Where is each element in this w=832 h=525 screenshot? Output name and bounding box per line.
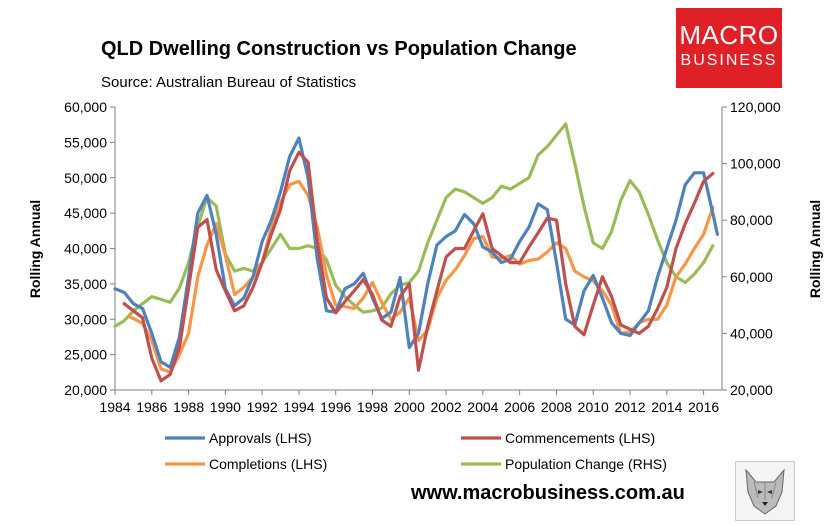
y-tick-label-left: 55,000 bbox=[64, 134, 107, 150]
y-tick-label-right: 20,000 bbox=[730, 382, 773, 398]
y-tick-label-right: 80,000 bbox=[730, 212, 773, 228]
x-tick-label: 1994 bbox=[283, 399, 314, 415]
y-tick-label-right: 120,000 bbox=[730, 99, 781, 115]
y-tick-label-left: 50,000 bbox=[64, 170, 107, 186]
y-tick-label-left: 40,000 bbox=[64, 241, 107, 257]
x-tick-label: 2012 bbox=[614, 399, 645, 415]
x-tick-label: 2002 bbox=[431, 399, 462, 415]
y-tick-label-left: 45,000 bbox=[64, 205, 107, 221]
y-tick-label-right: 100,000 bbox=[730, 156, 781, 172]
y-axis-label-right: Rolling Annual bbox=[807, 200, 823, 298]
macrobusiness-logo: MACRO BUSINESS bbox=[676, 8, 782, 88]
y-tick-label-left: 35,000 bbox=[64, 276, 107, 292]
x-tick-label: 1990 bbox=[210, 399, 241, 415]
x-tick-label: 2000 bbox=[394, 399, 425, 415]
x-tick-label: 2006 bbox=[504, 399, 535, 415]
logo-line-2: BUSINESS bbox=[680, 52, 778, 69]
y-tick-label-left: 30,000 bbox=[64, 311, 107, 327]
legend-label: Approvals (LHS) bbox=[209, 430, 312, 446]
x-tick-label: 2016 bbox=[688, 399, 719, 415]
chart-subtitle: Source: Australian Bureau of Statistics bbox=[101, 74, 357, 91]
x-tick-label: 1992 bbox=[247, 399, 278, 415]
x-tick-label: 1998 bbox=[357, 399, 388, 415]
y-tick-label-left: 25,000 bbox=[64, 347, 107, 363]
legend-label: Completions (LHS) bbox=[209, 456, 327, 472]
x-tick-label: 1986 bbox=[136, 399, 167, 415]
wolf-icon bbox=[735, 461, 795, 521]
series-line-approvals-lhs bbox=[113, 136, 720, 369]
website-url: www.macrobusiness.com.au bbox=[411, 482, 685, 504]
y-tick-label-right: 60,000 bbox=[730, 269, 773, 285]
y-tick-label-left: 60,000 bbox=[64, 99, 107, 115]
x-tick-label: 2008 bbox=[541, 399, 572, 415]
x-tick-label: 2014 bbox=[651, 399, 682, 415]
y-axis-label-left: Rolling Annual bbox=[27, 200, 43, 298]
y-tick-label-right: 40,000 bbox=[730, 325, 773, 341]
x-tick-label: 1984 bbox=[99, 399, 130, 415]
x-tick-label: 2010 bbox=[578, 399, 609, 415]
legend-label: Commencements (LHS) bbox=[505, 430, 655, 446]
x-tick-label: 2004 bbox=[467, 399, 498, 415]
chart-title: QLD Dwelling Construction vs Population … bbox=[101, 38, 577, 60]
legend-label: Population Change (RHS) bbox=[505, 456, 667, 472]
y-tick-label-left: 20,000 bbox=[64, 382, 107, 398]
series-line-commencements-lhs bbox=[122, 150, 715, 383]
x-tick-label: 1988 bbox=[173, 399, 204, 415]
series-line-population-change-rhs bbox=[113, 122, 715, 328]
logo-line-1: MACRO bbox=[679, 20, 779, 50]
series-line-completions-lhs bbox=[127, 179, 715, 374]
x-tick-label: 1996 bbox=[320, 399, 351, 415]
